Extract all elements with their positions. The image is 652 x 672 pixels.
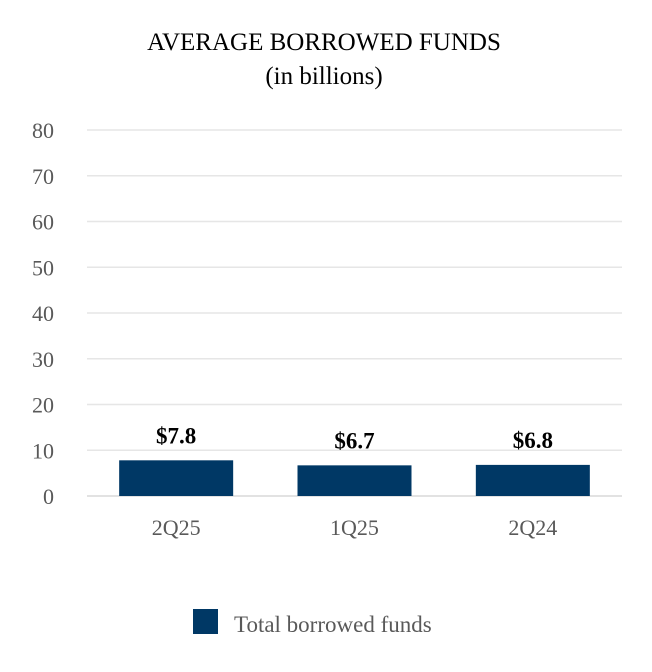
legend[interactable]: Total borrowed funds bbox=[193, 609, 432, 637]
x-axis: 2Q25 1Q25 2Q24 bbox=[152, 515, 558, 540]
y-tick-label: 10 bbox=[32, 438, 54, 463]
y-tick-label: 20 bbox=[32, 393, 54, 418]
data-labels: $7.8 $6.7 $6.8 bbox=[156, 423, 553, 453]
y-tick-label: 0 bbox=[43, 484, 54, 509]
y-tick-label: 40 bbox=[32, 301, 54, 326]
y-tick-label: 30 bbox=[32, 347, 54, 372]
bar[interactable] bbox=[297, 465, 412, 496]
data-label: $7.8 bbox=[156, 423, 196, 448]
x-tick-label: 2Q24 bbox=[508, 515, 557, 540]
y-tick-label: 70 bbox=[32, 164, 54, 189]
chart-title: AVERAGE BORROWED FUNDS bbox=[147, 29, 501, 56]
bars bbox=[119, 460, 590, 496]
y-axis: 0 10 20 30 40 50 60 70 80 bbox=[32, 118, 54, 509]
y-tick-label: 50 bbox=[32, 255, 54, 280]
data-label: $6.7 bbox=[334, 428, 374, 453]
bar[interactable] bbox=[119, 460, 234, 496]
legend-swatch bbox=[193, 609, 218, 634]
legend-label: Total borrowed funds bbox=[234, 612, 432, 637]
chart-subtitle: (in billions) bbox=[265, 63, 382, 90]
y-tick-label: 60 bbox=[32, 210, 54, 235]
bar[interactable] bbox=[475, 464, 590, 496]
gridlines bbox=[87, 129, 622, 497]
data-label: $6.8 bbox=[513, 428, 553, 453]
x-tick-label: 2Q25 bbox=[152, 515, 201, 540]
x-tick-label: 1Q25 bbox=[330, 515, 379, 540]
y-tick-label: 80 bbox=[32, 118, 54, 143]
